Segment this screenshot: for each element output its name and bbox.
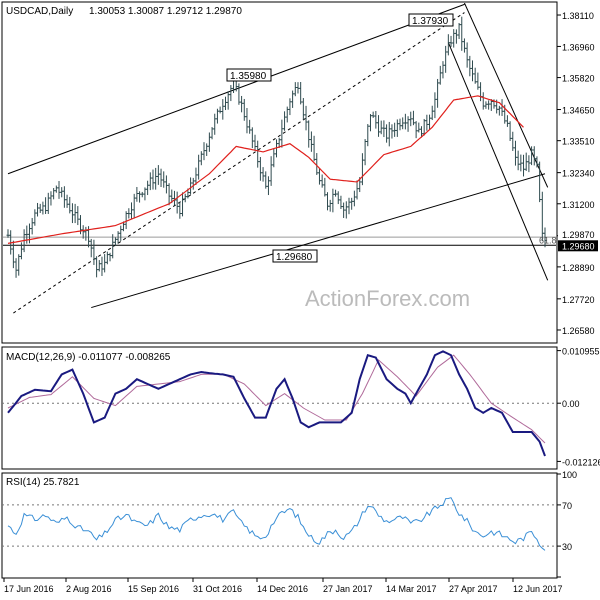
rsi-y-axis: 100 70 30 bbox=[2, 470, 577, 578]
macd-tick-label: 0.00 bbox=[562, 399, 580, 409]
current-price-label: 1.29870 bbox=[562, 230, 595, 240]
price-tick-label: 1.38110 bbox=[562, 11, 594, 21]
macd-label: MACD(12,26,9) -0.011077 -0.008265 bbox=[6, 352, 171, 363]
x-tick-label: 27 Apr 2017 bbox=[449, 584, 498, 594]
annotation-box bbox=[408, 13, 454, 27]
annotation-label: 1.37930 bbox=[412, 16, 449, 27]
falling-channel-lower bbox=[447, 42, 549, 281]
dashed-trendline bbox=[13, 12, 465, 314]
rsi-tick-label: 100 bbox=[562, 470, 577, 480]
x-tick-label: 15 Sep 2016 bbox=[128, 584, 179, 594]
macd-y-axis: 0.010955 0.00 -0.012126 bbox=[2, 347, 600, 467]
annotation-box bbox=[226, 68, 272, 82]
price-tick-label: 1.28890 bbox=[562, 263, 595, 273]
price-tick-label: 1.36960 bbox=[562, 42, 595, 52]
sma-line bbox=[7, 95, 524, 244]
price-bar bbox=[543, 227, 547, 248]
x-tick-label: 31 Oct 2016 bbox=[193, 584, 242, 594]
x-axis: 17 Jun 2016 2 Aug 2016 15 Sep 2016 31 Oct 2… bbox=[3, 578, 563, 594]
annotation-label: 1.29680 bbox=[276, 252, 313, 263]
price-tick-label: 1.33510 bbox=[562, 137, 595, 147]
rsi-tick-label: 70 bbox=[562, 501, 572, 511]
price-tick-label: 1.32340 bbox=[562, 169, 595, 179]
x-tick-label: 14 Dec 2016 bbox=[257, 584, 308, 594]
x-tick-label: 12 Jun 2017 bbox=[513, 584, 563, 594]
macd-tick-label: -0.012126 bbox=[562, 457, 600, 467]
annotation-1.29680: 1.29680 bbox=[272, 249, 318, 263]
macd-signal-line bbox=[7, 354, 546, 444]
current-price-flag: 1.29870 bbox=[558, 230, 598, 241]
annotation-1.35980: 1.35980 bbox=[226, 68, 272, 82]
price-tick-label: 1.34650 bbox=[562, 106, 595, 116]
macd-main-line bbox=[7, 350, 546, 457]
x-tick-label: 27 Jan 2017 bbox=[323, 584, 373, 594]
channel-lower-line bbox=[91, 173, 546, 309]
rsi-line bbox=[7, 497, 546, 551]
annotation-label: 1.35980 bbox=[230, 71, 267, 82]
moving-average bbox=[7, 95, 524, 244]
x-tick-label: 17 Jun 2016 bbox=[4, 584, 54, 594]
annotation-1.37930: 1.37930 bbox=[408, 13, 454, 27]
rsi-label: RSI(14) 25.7821 bbox=[6, 477, 80, 488]
macd-lines bbox=[7, 350, 546, 457]
support-flag: 1.29680 bbox=[558, 240, 598, 252]
price-tick-label: 1.31200 bbox=[562, 200, 595, 210]
price-tick-label: 1.27720 bbox=[562, 295, 595, 305]
ohlc-values: 1.30053 1.30087 1.29712 1.29870 bbox=[89, 6, 242, 17]
rsi-tick-label: 30 bbox=[562, 542, 572, 552]
price-title: USDCAD,Daily bbox=[6, 6, 73, 17]
watermark: ActionForex.com bbox=[305, 286, 470, 311]
annotation-box bbox=[272, 249, 318, 263]
macd-tick-label: 0.010955 bbox=[562, 347, 600, 357]
rsi-lines bbox=[7, 497, 546, 551]
price-tick-label: 1.35820 bbox=[562, 74, 595, 84]
x-tick-label: 14 Mar 2017 bbox=[386, 584, 437, 594]
x-tick-label: 2 Aug 2016 bbox=[66, 584, 112, 594]
support-flag-label: 1.29680 bbox=[562, 241, 595, 251]
fib-label: 61.8 bbox=[539, 235, 557, 245]
current-price-flag-bg bbox=[558, 230, 598, 241]
rsi-panel bbox=[1, 472, 558, 579]
support-flag-bg bbox=[558, 240, 598, 252]
macd-panel bbox=[1, 346, 558, 470]
price-tick-label: 1.26580 bbox=[562, 326, 595, 336]
